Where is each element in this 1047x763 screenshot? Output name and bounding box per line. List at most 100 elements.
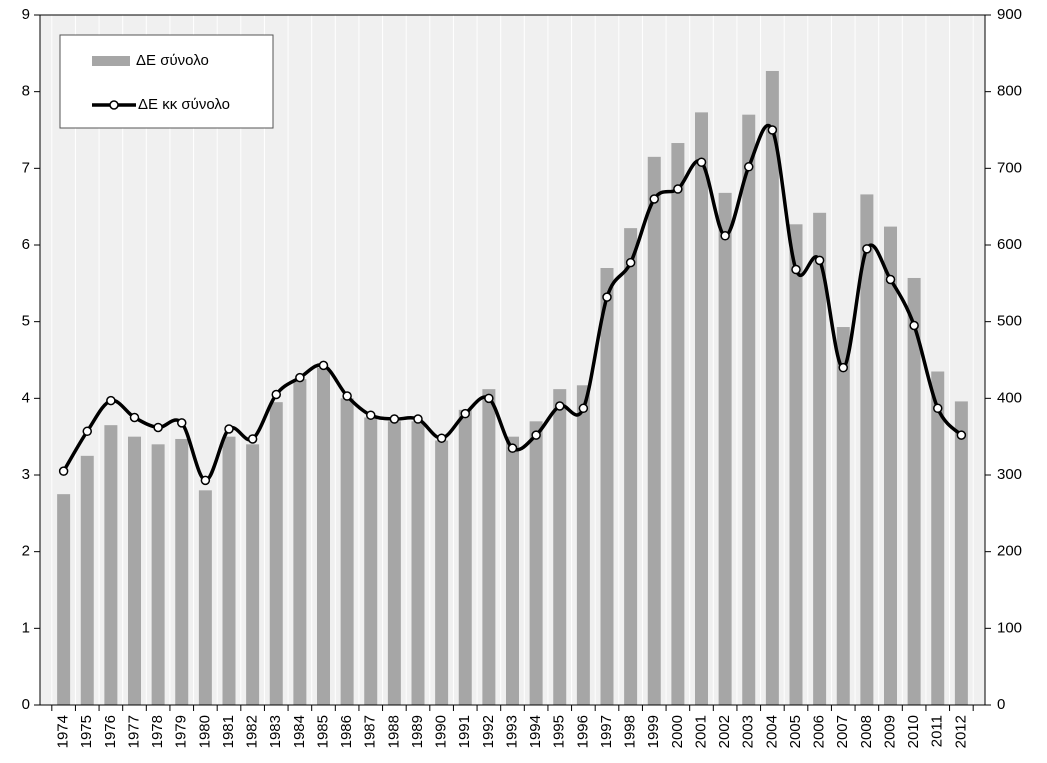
x-tick-label: 2008 <box>858 715 875 748</box>
line-marker <box>578 403 589 414</box>
line-marker <box>389 414 400 424</box>
x-tick-label: 2009 <box>881 715 898 748</box>
line-marker <box>460 408 470 419</box>
bar <box>553 389 567 705</box>
bar <box>813 212 827 706</box>
line-marker <box>602 292 612 302</box>
line-marker <box>200 475 211 486</box>
line-marker <box>413 414 423 424</box>
x-tick-label: 1992 <box>480 715 497 748</box>
legend-label: ΔΕ σύνολο <box>136 52 209 69</box>
bar <box>600 268 614 705</box>
x-tick-label: 1977 <box>125 715 142 748</box>
line-marker <box>933 403 943 414</box>
y2-tick-label: 500 <box>997 313 1022 330</box>
legend-swatch <box>92 56 130 66</box>
bar <box>482 389 496 705</box>
line-marker <box>720 231 730 241</box>
x-tick-label: 1984 <box>291 715 308 748</box>
y-tick-label: 9 <box>22 6 30 23</box>
bar <box>293 379 307 705</box>
x-tick-label: 1978 <box>149 715 166 748</box>
y2-tick-label: 600 <box>997 236 1022 253</box>
line-marker <box>436 433 447 443</box>
x-tick-label: 1993 <box>503 715 520 748</box>
x-tick-label: 1983 <box>267 715 284 748</box>
line-marker <box>673 184 683 194</box>
legend-label: ΔΕ κκ σύνολο <box>138 96 230 113</box>
x-tick-label: 2002 <box>716 715 733 748</box>
line-marker <box>885 274 896 285</box>
legend-box <box>59 34 274 129</box>
y2-tick-label: 300 <box>997 466 1022 483</box>
y-tick-label: 3 <box>22 466 30 483</box>
bar <box>246 444 260 705</box>
bar <box>80 455 94 705</box>
bar <box>458 409 472 705</box>
bar <box>175 438 189 705</box>
y2-tick-label: 100 <box>997 619 1022 636</box>
bar <box>954 401 968 705</box>
line-marker <box>106 395 116 406</box>
line-marker <box>791 264 801 275</box>
bar <box>860 194 874 705</box>
y2-tick-label: 400 <box>997 389 1022 406</box>
bar <box>269 402 283 705</box>
line-marker <box>767 125 778 135</box>
x-tick-label: 1991 <box>456 715 473 748</box>
line-marker <box>82 426 92 437</box>
y-tick-label: 6 <box>22 236 30 253</box>
line-marker <box>271 389 281 400</box>
line-marker <box>531 430 541 440</box>
line-marker <box>247 434 258 444</box>
bar <box>340 398 354 705</box>
x-tick-label: 1985 <box>314 715 331 748</box>
x-tick-label: 2005 <box>787 715 804 748</box>
bar <box>128 436 141 705</box>
y2-tick-label: 700 <box>997 159 1022 176</box>
bar <box>317 367 330 705</box>
line-marker <box>507 443 518 453</box>
x-tick-label: 1981 <box>220 715 237 748</box>
x-tick-label: 2003 <box>740 715 757 748</box>
bar <box>364 417 378 705</box>
bar <box>742 114 756 705</box>
x-tick-label: 1995 <box>551 715 568 748</box>
x-tick-label: 2001 <box>692 715 709 748</box>
line-marker <box>744 162 754 172</box>
bar <box>104 425 118 705</box>
bar <box>907 277 921 705</box>
x-tick-label: 1997 <box>598 715 615 748</box>
y-tick-label: 5 <box>22 313 30 330</box>
line-marker <box>366 410 376 420</box>
line-marker <box>838 362 848 373</box>
bar <box>57 494 71 705</box>
bar <box>576 385 590 705</box>
y-tick-label: 0 <box>22 696 30 713</box>
bar <box>836 327 850 705</box>
y-tick-label: 4 <box>22 389 30 406</box>
x-tick-label: 1986 <box>338 715 355 748</box>
bar <box>671 143 685 706</box>
bar <box>387 421 401 705</box>
line-marker <box>862 244 872 254</box>
line-marker <box>129 412 140 423</box>
line-marker <box>484 393 494 404</box>
y-tick-label: 2 <box>22 543 30 560</box>
bar <box>718 192 732 705</box>
bar <box>647 156 661 706</box>
x-tick-label: 2006 <box>811 715 828 748</box>
x-tick-label: 1996 <box>574 715 591 748</box>
y2-tick-label: 200 <box>997 543 1022 560</box>
line-marker <box>956 430 967 440</box>
line-marker <box>649 194 659 204</box>
line-marker <box>342 391 352 401</box>
x-tick-label: 1998 <box>622 715 639 748</box>
x-tick-label: 2000 <box>669 715 686 748</box>
x-tick-label: 1980 <box>196 715 213 748</box>
y2-tick-label: 0 <box>997 696 1005 713</box>
line-marker <box>555 401 565 411</box>
legend-swatch <box>109 100 119 110</box>
line-marker <box>295 372 305 383</box>
